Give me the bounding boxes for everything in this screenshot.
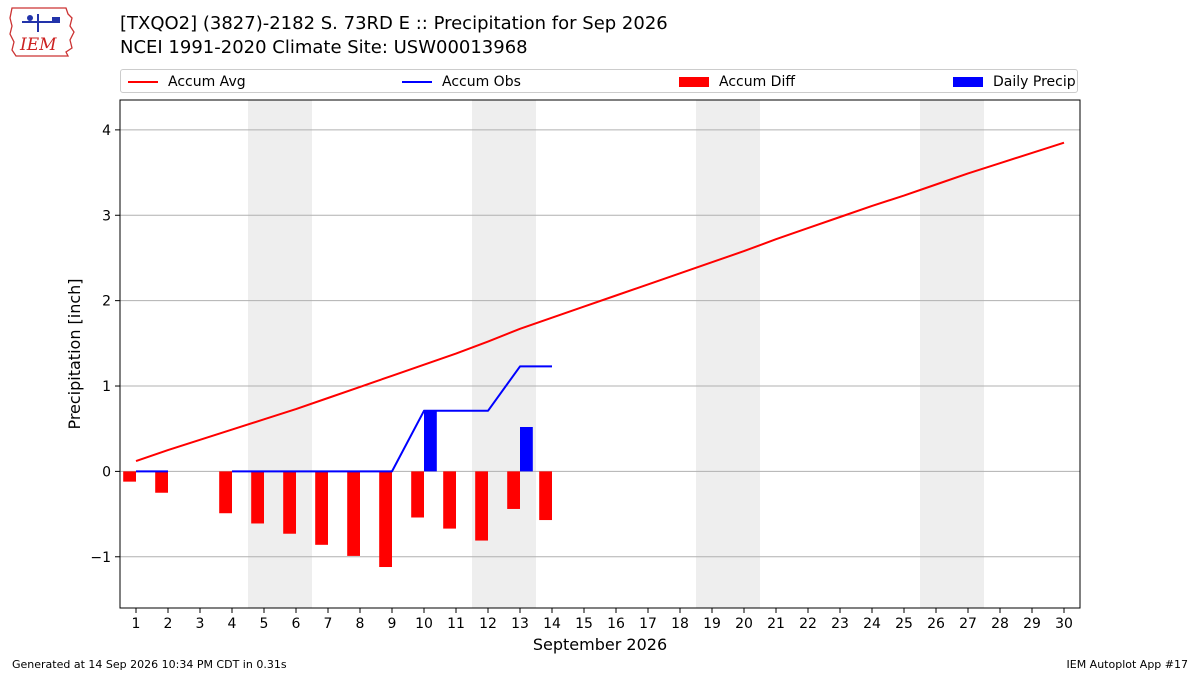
x-tick-label: 6	[292, 616, 301, 632]
x-tick-label: 19	[703, 616, 721, 632]
bar-accum-diff	[507, 471, 520, 509]
y-axis-label: Precipitation [inch]	[65, 278, 84, 429]
bar-accum-diff	[475, 471, 488, 541]
legend-swatch	[402, 81, 432, 83]
legend-item-accum-avg: Accum Avg	[128, 73, 246, 91]
legend-item-accum-obs: Accum Obs	[402, 73, 521, 91]
y-tick-label: 1	[102, 379, 111, 395]
y-tick-label: 3	[102, 208, 111, 224]
y-tick-label: −1	[90, 550, 111, 566]
x-axis-label: September 2026	[533, 635, 667, 654]
line-accum-avg	[135, 141, 1065, 463]
x-tick-label: 21	[767, 616, 785, 632]
x-tick-label: 25	[895, 616, 913, 632]
x-tick-label: 11	[447, 616, 465, 632]
line-accum-obs	[136, 365, 552, 473]
x-tick-label: 20	[735, 616, 753, 632]
bar-accum-diff	[219, 471, 232, 514]
x-tick-label: 13	[511, 616, 529, 632]
bar-accum-diff	[379, 471, 392, 568]
iem-logo: IEM	[9, 7, 75, 57]
series-lines	[135, 141, 1065, 473]
bar-daily-precip	[424, 410, 437, 472]
bar-accum-diff	[123, 471, 136, 482]
legend-label: Daily Precip	[993, 74, 1076, 90]
plot-frame	[119, 99, 1081, 609]
bar-accum-diff	[347, 471, 360, 556]
x-tick-label: 15	[575, 616, 593, 632]
legend-swatch	[128, 81, 158, 83]
x-tick-label: 18	[671, 616, 689, 632]
legend: Accum Avg Accum Obs Accum Diff Daily Pre…	[120, 69, 1078, 93]
y-tick-label: 0	[102, 464, 111, 480]
x-tick-label: 24	[863, 616, 881, 632]
legend-swatch	[953, 77, 983, 87]
legend-swatch	[679, 77, 709, 87]
logo-text: IEM	[19, 35, 57, 55]
legend-label: Accum Obs	[442, 74, 521, 90]
x-tick-label: 26	[927, 616, 945, 632]
x-tick-label: 5	[260, 616, 269, 632]
x-tick-label: 4	[228, 616, 237, 632]
x-tick-label: 12	[479, 616, 497, 632]
x-tick-label: 3	[196, 616, 205, 632]
x-tick-label: 7	[324, 616, 333, 632]
chart-subtitle: NCEI 1991-2020 Climate Site: USW00013968	[120, 37, 528, 58]
bar-daily-precip	[520, 426, 533, 472]
x-tick-label: 14	[543, 616, 561, 632]
x-tick-label: 22	[799, 616, 817, 632]
bar-accum-diff	[411, 471, 424, 518]
x-tick-label: 28	[991, 616, 1009, 632]
bar-accum-diff	[539, 471, 552, 521]
x-tick-label: 29	[1023, 616, 1041, 632]
bar-accum-diff	[443, 471, 456, 529]
x-tick-label: 17	[639, 616, 657, 632]
y-tick-label: 4	[102, 123, 111, 139]
weekend-band	[696, 100, 760, 608]
weekend-band	[920, 100, 984, 608]
bar-accum-diff	[155, 471, 168, 493]
bar-accum-diff	[251, 471, 264, 524]
x-tick-label: 2	[164, 616, 173, 632]
footer-app: IEM Autoplot App #17	[1066, 658, 1189, 671]
legend-item-daily-precip: Daily Precip	[953, 73, 1076, 91]
x-tick-label: 16	[607, 616, 625, 632]
chart-title: [TXQO2] (3827)-2182 S. 73RD E :: Precipi…	[120, 13, 668, 34]
legend-label: Accum Avg	[168, 74, 246, 90]
x-tick-label: 8	[356, 616, 365, 632]
x-tick-label: 1	[132, 616, 141, 632]
weekend-band	[248, 100, 312, 608]
footer-generated: Generated at 14 Sep 2026 10:34 PM CDT in…	[12, 658, 287, 671]
x-tick-label: 23	[831, 616, 849, 632]
y-tick-label: 2	[102, 294, 111, 310]
bars	[123, 410, 552, 568]
legend-label: Accum Diff	[719, 74, 796, 90]
x-tick-label: 10	[415, 616, 433, 632]
x-tick-label: 9	[388, 616, 397, 632]
legend-item-accum-diff: Accum Diff	[679, 73, 795, 91]
bar-accum-diff	[315, 471, 328, 545]
x-tick-label: 27	[959, 616, 977, 632]
bar-accum-diff	[283, 471, 296, 534]
x-tick-label: 30	[1055, 616, 1073, 632]
